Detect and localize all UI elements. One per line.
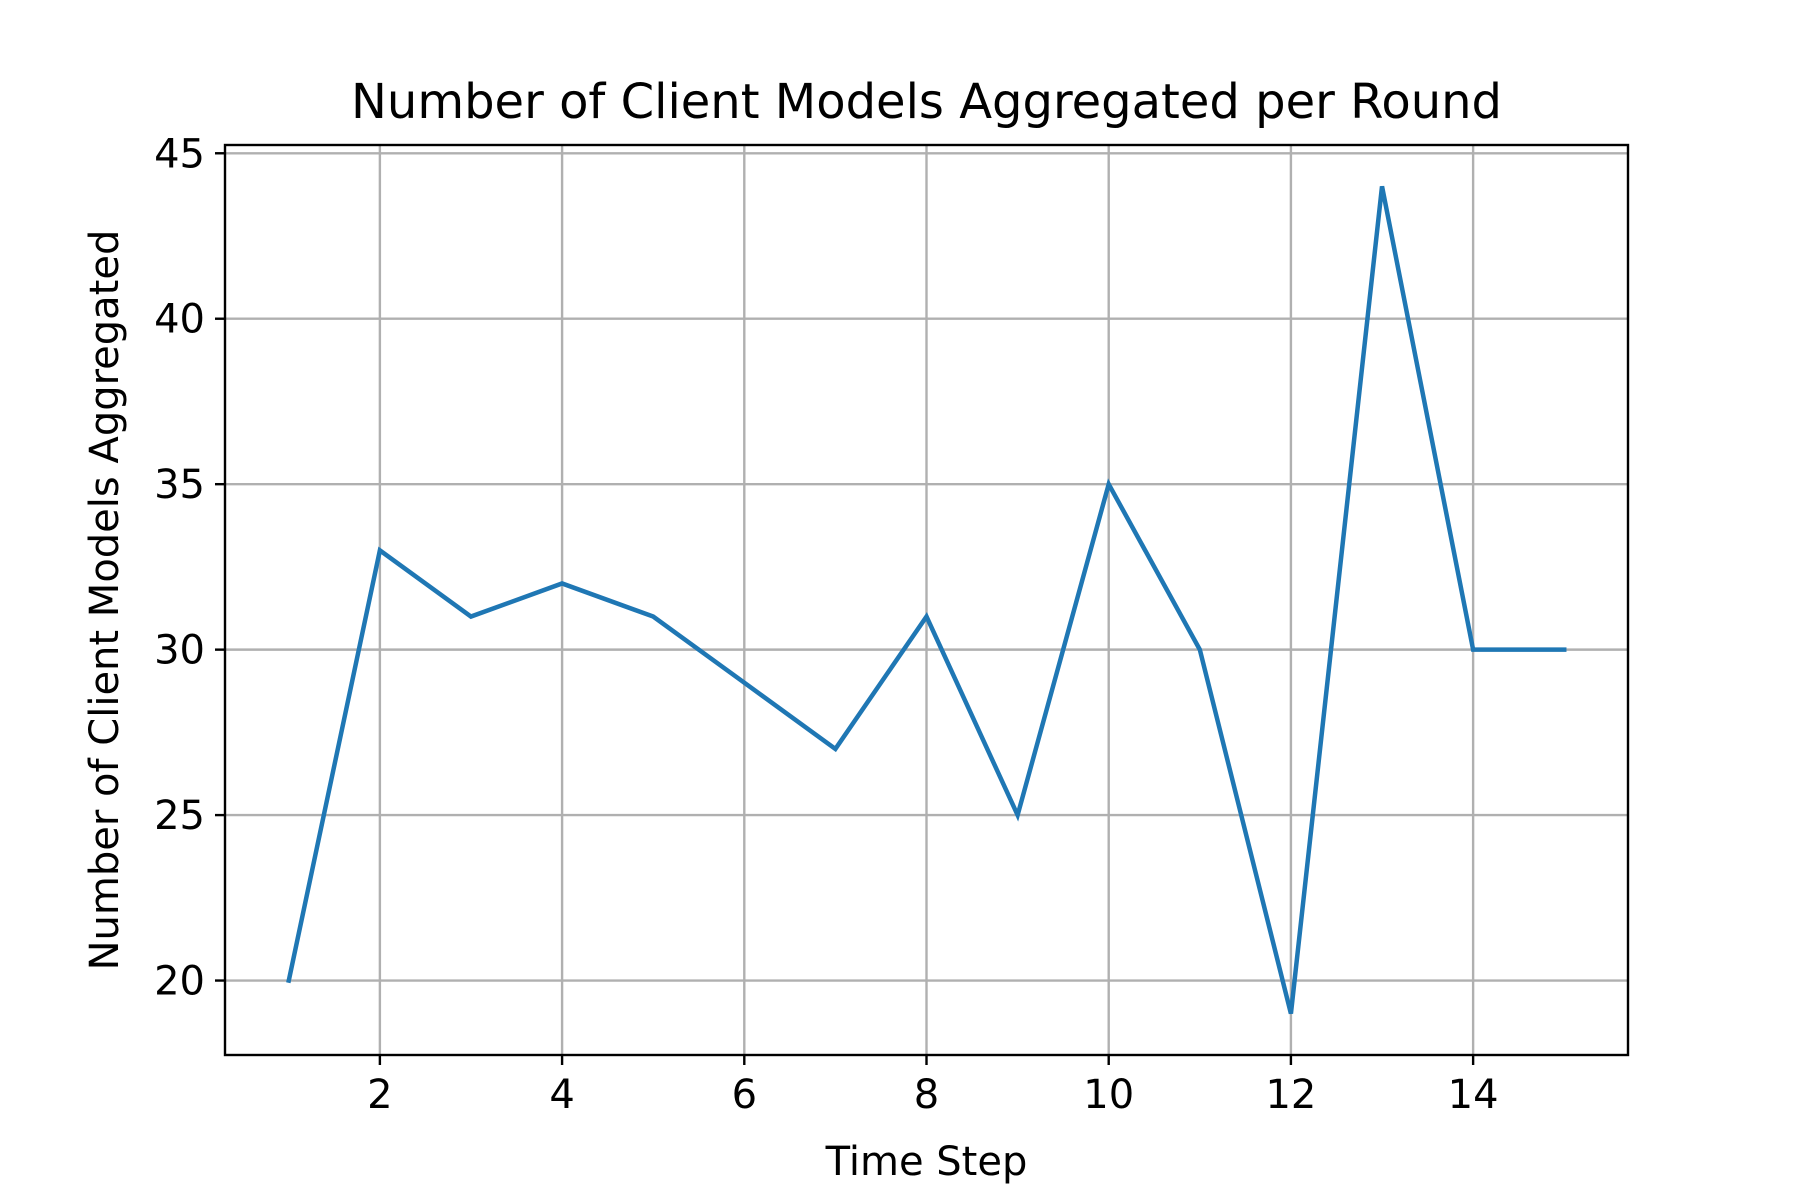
series-layer: [286, 185, 1567, 1015]
data-point: [1563, 649, 1565, 651]
data-point: [288, 980, 290, 982]
x-tick-label: 10: [1083, 1072, 1134, 1118]
data-point: [1290, 1013, 1292, 1015]
y-tick-label: 25: [154, 793, 205, 839]
x-tick-label: 6: [732, 1072, 757, 1118]
data-point: [379, 549, 381, 551]
data-point: [926, 616, 927, 618]
y-tick-label: 35: [154, 462, 205, 508]
data-point: [1199, 649, 1201, 651]
data-point: [1017, 814, 1019, 816]
x-tick-label: 4: [549, 1072, 574, 1118]
data-point: [470, 616, 472, 618]
y-tick-label: 40: [154, 297, 205, 343]
data-point: [1381, 185, 1383, 187]
grid: [225, 145, 1628, 1055]
x-tick-label: 14: [1448, 1072, 1499, 1118]
x-tick-label: 8: [914, 1072, 939, 1118]
data-point: [1472, 649, 1474, 651]
x-axis-ticks: 2 4 6 8 10 12 14: [367, 1055, 1499, 1118]
x-tick-label: 2: [367, 1072, 392, 1118]
y-tick-label: 30: [154, 628, 205, 674]
data-point: [652, 616, 654, 618]
y-axis-ticks: 20 25 30 35 40 45: [154, 131, 225, 1005]
chart-title: Number of Client Models Aggregated per R…: [351, 74, 1502, 130]
y-tick-label: 45: [154, 131, 205, 177]
y-axis-title: Number of Client Models Aggregated: [82, 230, 128, 971]
y-tick-label: 20: [154, 959, 205, 1005]
x-axis-title: Time Step: [825, 1139, 1028, 1185]
data-point: [743, 682, 745, 684]
data-point: [1108, 483, 1110, 485]
data-point: [834, 748, 836, 750]
x-tick-label: 12: [1265, 1072, 1316, 1118]
data-point: [561, 582, 563, 584]
